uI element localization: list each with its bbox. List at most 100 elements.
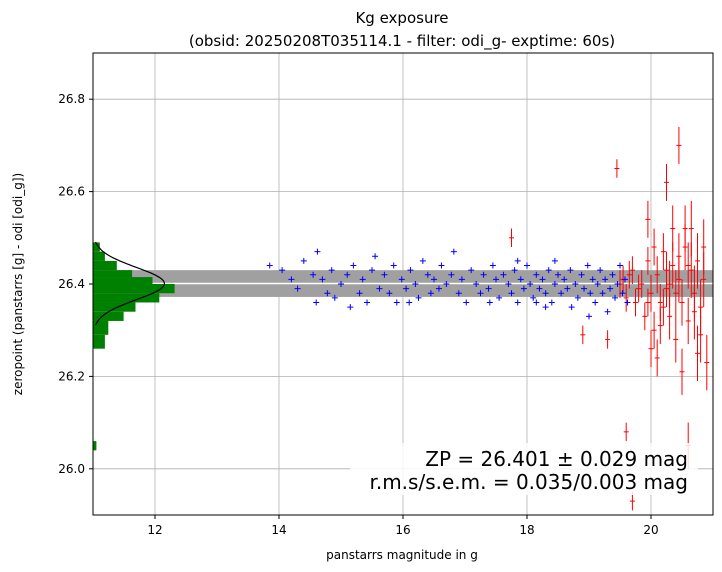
used-point: [517, 276, 524, 283]
used-point: [435, 285, 442, 292]
used-point: [574, 294, 581, 301]
used-point: [619, 290, 626, 297]
rejected-point: [633, 288, 638, 317]
used-point: [266, 262, 273, 269]
used-point: [545, 267, 552, 274]
used-point: [621, 276, 628, 283]
rejected-point: [614, 159, 620, 178]
y-tick-label: 26.0: [58, 462, 85, 476]
used-point: [558, 290, 565, 297]
used-point: [359, 276, 366, 283]
y-tick-label: 26.4: [58, 277, 85, 291]
used-point: [493, 276, 499, 283]
used-point: [486, 299, 493, 306]
used-point: [450, 248, 457, 255]
rejected-point: [673, 316, 679, 363]
used-point: [381, 271, 388, 278]
zp-annotation: ZP = 26.401 ± 0.029 mag: [425, 447, 688, 471]
rejected-point: [642, 302, 648, 331]
rejected-point: [679, 348, 685, 395]
used-point: [424, 271, 431, 278]
used-point: [511, 267, 518, 274]
rejected-point: [670, 205, 676, 252]
used-point: [328, 267, 335, 274]
used-point: [415, 294, 422, 301]
used-point: [314, 248, 321, 255]
rejected-point: [636, 274, 642, 303]
used-point: [338, 281, 344, 287]
used-point: [536, 285, 543, 292]
histogram-bar: [93, 270, 133, 278]
used-point: [602, 276, 609, 283]
used-point: [542, 290, 549, 297]
used-point: [347, 304, 354, 311]
rejected-point: [704, 334, 710, 391]
histogram-bar: [93, 277, 153, 284]
used-point: [331, 294, 338, 301]
rejected-point: [639, 270, 645, 298]
rejected-point: [651, 228, 657, 266]
gaussian-curve: [95, 241, 166, 326]
used-point: [589, 276, 596, 283]
y-tick-label: 26.2: [58, 369, 85, 383]
used-point: [578, 271, 585, 278]
histogram-bar: [93, 334, 105, 349]
used-point: [427, 290, 434, 297]
used-point: [364, 299, 371, 306]
y-tick-label: 26.6: [58, 185, 85, 199]
rejected-point: [676, 126, 682, 164]
used-point: [551, 257, 558, 264]
used-point: [350, 262, 357, 269]
used-point: [279, 267, 286, 274]
histogram-bar: [93, 251, 105, 261]
rejected-point: [685, 297, 691, 345]
used-point: [530, 294, 537, 301]
x-tick-label: 20: [643, 523, 658, 537]
used-point: [455, 290, 462, 297]
used-point: [614, 281, 621, 287]
rejected-point: [679, 279, 685, 326]
rejected-point: [654, 339, 660, 377]
used-point: [407, 267, 414, 274]
used-point: [398, 276, 405, 283]
used-point: [567, 267, 574, 274]
histogram-bar: [93, 242, 100, 252]
used-point: [310, 271, 317, 278]
rejected-point: [664, 163, 669, 201]
x-tick-label: 16: [395, 523, 410, 537]
rejected-point: [629, 256, 635, 284]
histogram-bar: [93, 293, 160, 303]
used-point: [514, 299, 521, 306]
used-point: [480, 271, 487, 278]
used-point: [533, 271, 540, 278]
histogram-bar: [93, 441, 97, 451]
rejected-point: [695, 325, 700, 382]
used-point: [406, 299, 413, 306]
histogram-bar: [93, 284, 175, 294]
used-point: [376, 285, 383, 292]
histogram-bar: [93, 320, 109, 335]
used-point: [527, 281, 534, 287]
y-tick-label: 26.8: [58, 92, 85, 106]
used-point: [344, 271, 351, 278]
rejected-point: [698, 307, 704, 363]
used-point: [568, 304, 575, 311]
used-point: [369, 267, 375, 274]
rejected-point: [509, 228, 514, 248]
rejected-point: [657, 307, 663, 345]
used-point: [594, 281, 601, 287]
rejected-point: [688, 200, 694, 257]
rejected-point: [645, 247, 651, 275]
used-point: [587, 290, 594, 297]
used-point: [468, 267, 475, 274]
used-point: [372, 253, 379, 260]
histogram: [93, 242, 175, 451]
rejected-point: [651, 311, 657, 349]
used-point: [604, 308, 611, 315]
used-point: [300, 257, 307, 264]
used-point: [496, 294, 503, 301]
used-point: [514, 257, 521, 264]
used-point: [319, 276, 326, 283]
used-point: [564, 285, 571, 292]
rejected-point: [685, 242, 691, 289]
